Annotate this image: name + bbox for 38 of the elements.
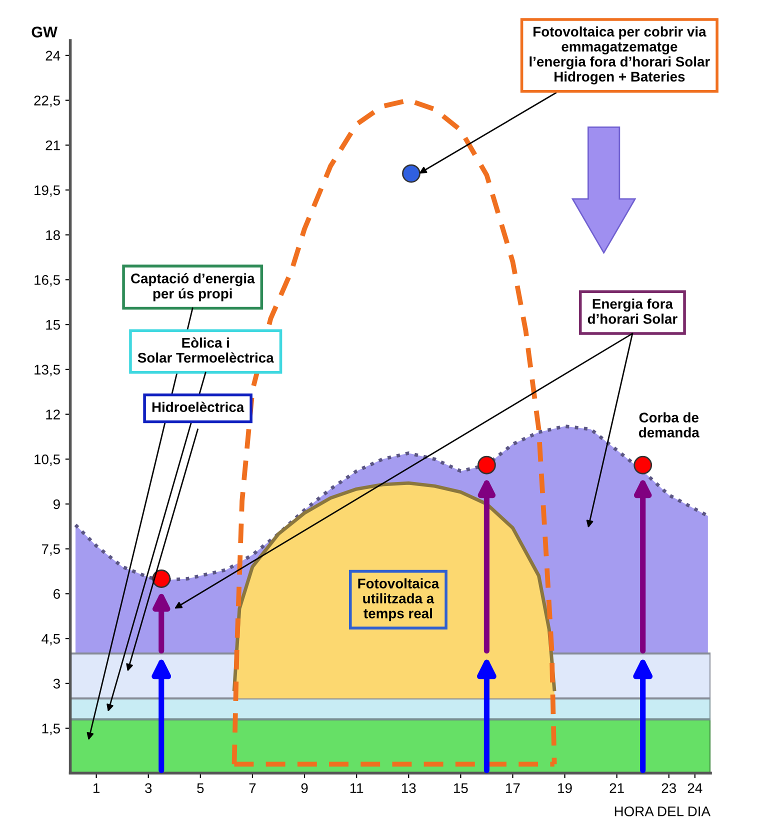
y-tick-label: 7,5 xyxy=(42,544,60,556)
x-axis-title: HORA DEL DIA xyxy=(614,806,710,816)
y-tick-label: 22,5 xyxy=(34,96,60,108)
x-tick-label: 23 xyxy=(662,783,676,794)
annotation: Corba de demanda xyxy=(638,412,700,438)
annotation: Eòlica i Solar Termoelèctrica xyxy=(138,337,274,363)
y-tick-label: 13,5 xyxy=(34,364,60,376)
y-tick-label: 9 xyxy=(53,499,60,510)
x-tick-label: 9 xyxy=(301,783,308,794)
x-tick-label: 19 xyxy=(558,783,572,794)
x-tick-label: 17 xyxy=(506,783,520,793)
annotation: Energia fora d’horari Solar xyxy=(588,298,678,324)
x-tick-label: 7 xyxy=(249,783,256,793)
annotation: Fotovoltaica per cobrir via emmagatzematge l’energia fora d’horari Solar Hidrogen + Bateries xyxy=(530,26,710,84)
annotation: Fotovoltaica utilitzada a temps real xyxy=(358,578,440,622)
annotation: Hidroelèctrica xyxy=(152,402,244,412)
y-tick-label: 24 xyxy=(46,50,60,60)
x-tick-label: 5 xyxy=(197,783,204,794)
y-axis-title: GW xyxy=(32,26,58,38)
y-tick-label: 12 xyxy=(46,410,60,420)
y-tick-label: 1,5 xyxy=(42,724,60,736)
y-tick-label: 16,5 xyxy=(34,275,60,287)
y-tick-label: 4,5 xyxy=(42,634,60,646)
x-tick-label: 13 xyxy=(402,783,416,794)
y-tick-label: 10,5 xyxy=(34,454,60,466)
x-tick-label: 11 xyxy=(350,783,364,793)
y-tick-label: 6 xyxy=(54,589,60,599)
annotation: Captació d’energia per ús propi xyxy=(131,273,255,302)
x-tick-label: 3 xyxy=(145,783,152,794)
y-tick-label: 15 xyxy=(46,320,60,330)
x-tick-label: 15 xyxy=(454,783,468,794)
y-tick-label: 3 xyxy=(53,678,60,689)
y-tick-label: 18 xyxy=(46,230,60,240)
x-tick-label: 1 xyxy=(94,783,100,793)
x-tick-label: 24 xyxy=(688,783,702,793)
x-tick-label: 21 xyxy=(610,783,624,793)
y-tick-label: 21 xyxy=(46,140,60,150)
y-tick-label: 19,5 xyxy=(34,185,60,197)
